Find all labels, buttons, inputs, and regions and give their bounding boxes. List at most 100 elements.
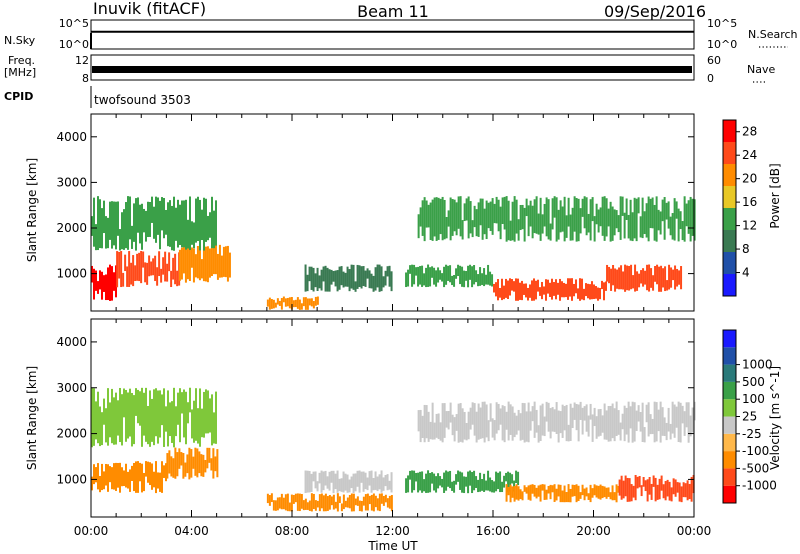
velocity-heatmap-cell — [266, 493, 269, 504]
velocity-heatmap-cell — [405, 478, 408, 493]
velocity-heatmap-cell — [654, 477, 657, 502]
power-heatmap-cell — [425, 200, 428, 228]
velocity-heatmap-cell — [515, 470, 518, 484]
velocity-heatmap-cell — [511, 406, 514, 441]
velocity-heatmap-cell — [166, 453, 169, 479]
velocity-heatmap-cell — [415, 472, 418, 482]
power-heatmap-cell — [628, 265, 631, 291]
power-heatmap-cell — [503, 196, 506, 230]
velocity-heatmap-cell — [213, 412, 215, 444]
power-heatmap-cell — [679, 211, 682, 230]
power-heatmap-cell — [565, 215, 568, 238]
power-heatmap-cell — [485, 200, 488, 240]
velocity-heatmap-cell — [163, 388, 165, 447]
velocity-heatmap-cell — [169, 402, 171, 437]
power-heatmap-cell — [352, 264, 355, 290]
power-heatmap-cell — [158, 251, 161, 277]
velocity-heatmap-cell — [135, 461, 137, 493]
power-heatmap-cell — [427, 264, 430, 287]
power-heatmap-cell — [445, 264, 448, 285]
noise-right-tick-high: 10^5 — [707, 17, 737, 30]
velocity-heatmap-cell — [677, 401, 680, 442]
power-colorbar: 4 8 12 16 20 24 28 — [722, 119, 757, 297]
velocity-heatmap-cell — [679, 402, 682, 443]
power-heatmap-cell — [497, 279, 499, 301]
power-heatmap-cell — [148, 255, 151, 277]
time-tick-label: 12:00 — [375, 524, 410, 538]
velocity-heatmap-cell — [509, 404, 512, 435]
power-heatmap-cell — [457, 264, 460, 277]
power-heatmap-cell — [491, 198, 494, 235]
power-heatmap-cell — [437, 197, 440, 240]
velocity-heatmap-cell — [203, 391, 205, 438]
velocity-heatmap-cell — [180, 452, 183, 466]
power-heatmap-cell — [449, 197, 452, 241]
power-heatmap-cell — [571, 207, 574, 241]
power-heatmap-cell — [142, 251, 145, 268]
velocity-heatmap-cell — [603, 403, 606, 440]
power-heatmap-cell — [101, 208, 103, 249]
power-heatmap-cell — [503, 285, 505, 300]
velocity-heatmap-cell — [356, 496, 359, 506]
power-heatmap-cell — [489, 271, 492, 286]
power-heatmap-cell — [137, 197, 139, 233]
velocity-colorbar-swatch — [723, 433, 736, 452]
power-heatmap-cell — [668, 264, 671, 290]
power-heatmap-cell — [551, 278, 553, 300]
velocity-heatmap-cell — [411, 470, 414, 493]
velocity-heatmap-cell — [673, 404, 676, 438]
power-heatmap-cell — [529, 284, 531, 298]
velocity-heatmap-cell — [553, 409, 556, 432]
velocity-heatmap-cell — [93, 464, 95, 485]
power-heatmap-cell — [693, 199, 696, 241]
power-cbar-tick-label: 8 — [742, 242, 750, 256]
velocity-heatmap-cell — [322, 495, 325, 512]
power-heatmap-cell — [278, 300, 281, 306]
power-heatmap-cell — [103, 200, 105, 234]
velocity-heatmap-cell — [358, 500, 361, 512]
power-heatmap-cell — [517, 219, 520, 241]
power-heatmap-cell — [489, 201, 492, 232]
power-heatmap-cell — [589, 199, 592, 241]
power-heatmap-cell — [569, 278, 571, 297]
velocity-heatmap-cell — [491, 480, 494, 493]
velocity-heatmap-cell — [549, 408, 552, 439]
power-heatmap-cell — [585, 197, 588, 236]
velocity-heatmap-cell — [507, 486, 510, 496]
power-heatmap-cell — [559, 200, 562, 233]
power-heatmap-cell — [660, 265, 663, 292]
power-heatmap-cell — [665, 202, 668, 220]
velocity-heatmap-cell — [188, 447, 191, 480]
velocity-heatmap-cell — [186, 454, 189, 474]
velocity-heatmap-cell — [567, 424, 570, 442]
velocity-heatmap-cell — [523, 403, 526, 443]
power-heatmap-cell — [644, 270, 647, 285]
velocity-heatmap-cell — [372, 477, 375, 491]
velocity-heatmap-cell — [459, 403, 462, 442]
power-colorbar-swatch — [723, 164, 736, 186]
power-heatmap-cell — [633, 197, 636, 239]
velocity-heatmap-cell — [689, 415, 692, 437]
velocity-heatmap-cell — [314, 500, 317, 511]
power-colorbar-swatch — [723, 274, 736, 296]
power-heatmap-cell — [177, 199, 179, 248]
velocity-heatmap-cell — [657, 409, 660, 432]
power-heatmap-cell — [581, 198, 584, 217]
power-heatmap-cell — [429, 202, 432, 240]
power-heatmap-cell — [537, 213, 540, 235]
power-heatmap-cell — [649, 198, 652, 229]
velocity-heatmap-cell — [493, 481, 496, 493]
power-heatmap-cell — [113, 201, 115, 246]
power-heatmap-cell — [360, 266, 363, 289]
velocity-heatmap-cell — [107, 388, 109, 446]
power-heatmap-cell — [144, 262, 147, 283]
power-heatmap-cell — [547, 279, 549, 294]
power-heatmap-cell — [683, 196, 686, 242]
velocity-heatmap-cell — [681, 405, 684, 424]
power-heatmap-cell — [157, 197, 159, 235]
power-heatmap-cell — [322, 266, 325, 282]
velocity-heatmap-cell — [581, 484, 584, 496]
noise-panel-frame — [90, 19, 695, 50]
power-heatmap-cell — [213, 210, 215, 249]
power-heatmap-cell — [549, 223, 552, 241]
